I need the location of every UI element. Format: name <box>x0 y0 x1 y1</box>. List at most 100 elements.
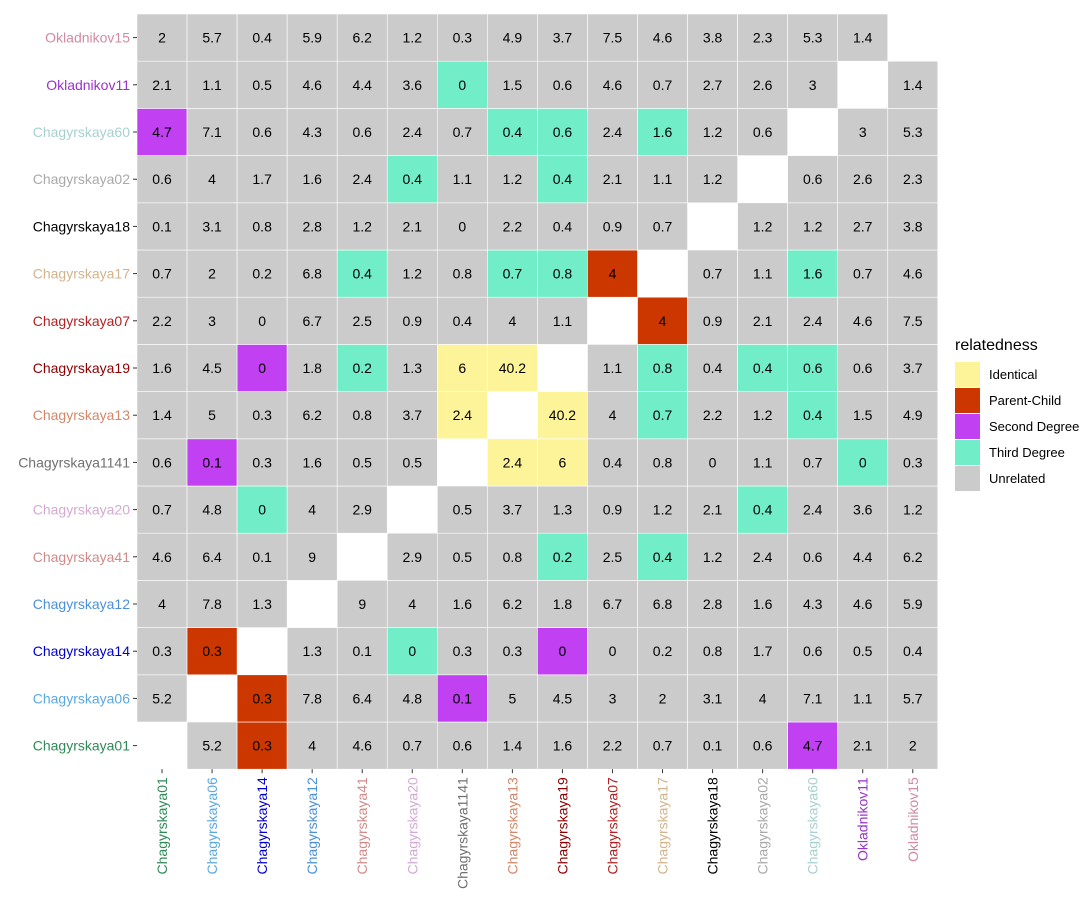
cell-value-label: 0 <box>458 77 466 93</box>
cell-value-label: 4 <box>609 266 617 282</box>
heatmap-cell <box>587 532 638 581</box>
cell-value-label: 2.1 <box>603 171 623 187</box>
heatmap-cell <box>537 202 588 251</box>
legend-item-label: Third Degree <box>989 445 1065 460</box>
cell-value-label: 0.4 <box>503 124 523 140</box>
heatmap-cell <box>887 627 939 676</box>
heatmap-cell <box>637 391 688 440</box>
cell-value-label: 0.6 <box>753 738 773 754</box>
cell-value-label: 0.2 <box>252 266 272 282</box>
cell-value-label: 0.9 <box>603 502 623 518</box>
cell-value-label: 4.4 <box>853 549 873 565</box>
heatmap-cell <box>186 721 238 770</box>
cell-value-label: 2.2 <box>603 738 623 754</box>
heatmap-cell <box>136 60 188 109</box>
heatmap-cell <box>687 108 738 156</box>
heatmap-cell <box>136 580 188 628</box>
cell-value-label: 0.3 <box>202 643 222 659</box>
cell-value-label: 1.4 <box>903 77 923 93</box>
heatmap-cell <box>587 580 638 628</box>
heatmap-cell <box>487 60 538 109</box>
heatmap-cell <box>436 296 488 345</box>
cell-value-label: 1.7 <box>753 643 773 659</box>
cell-value-label: 0 <box>709 454 717 470</box>
cell-value-label: 2.4 <box>803 502 823 518</box>
cell-value-label: 3.6 <box>853 502 873 518</box>
cell-value-label: 0.1 <box>202 454 222 470</box>
cell-value-label: 0.3 <box>453 30 473 46</box>
heatmap-cell <box>336 438 388 487</box>
cell-value-label: 0.3 <box>903 454 923 470</box>
x-tick-label: Chagyrskaya07 <box>604 777 620 874</box>
cell-value-label: 1.7 <box>252 171 272 187</box>
heatmap-cell <box>587 155 638 204</box>
cell-value-label: 0.1 <box>703 738 723 754</box>
cell-value-label: 0.6 <box>803 549 823 565</box>
cell-value-label: 0.2 <box>653 643 673 659</box>
cell-value-label: 0.6 <box>252 124 272 140</box>
cell-value-label: 1.1 <box>753 454 773 470</box>
cell-value-label: 3.7 <box>403 407 423 423</box>
heatmap-cell <box>837 485 889 534</box>
cell-value-label: 1.1 <box>453 171 473 187</box>
cell-value-label: 6.2 <box>352 30 372 46</box>
heatmap-cell <box>436 344 488 392</box>
cell-value-label: 0 <box>559 643 567 659</box>
cell-value-label: 0.3 <box>252 407 272 423</box>
heatmap-cell <box>787 532 839 581</box>
cell-value-label: 0.8 <box>453 266 473 282</box>
heatmap-cell <box>286 438 338 487</box>
cell-value-label: 3.8 <box>903 218 923 234</box>
heatmap-cell <box>487 344 538 392</box>
heatmap-cell <box>637 438 688 487</box>
heatmap-cell <box>837 438 889 487</box>
heatmap-cell <box>186 627 238 676</box>
heatmap-cell <box>487 202 538 251</box>
heatmap-cell <box>386 249 438 298</box>
cell-value-label: 1.6 <box>753 596 773 612</box>
cell-value-label: 0.7 <box>653 738 673 754</box>
cell-value-label: 0.7 <box>703 266 723 282</box>
cell-value-label: 0 <box>458 218 466 234</box>
x-tick-label: Chagyrskaya41 <box>354 777 370 874</box>
cell-value-label: 0.4 <box>553 171 573 187</box>
heatmap-cell <box>236 721 288 770</box>
x-tick-label: Chagyrskaya20 <box>404 777 420 874</box>
cell-value-label: 6.2 <box>302 407 322 423</box>
x-tick-label: Chagyrskaya17 <box>655 777 671 874</box>
cell-value-label: 5.7 <box>903 690 923 706</box>
cell-value-label: 0.4 <box>903 643 923 659</box>
heatmap-cell <box>637 674 688 723</box>
cell-value-label: 1.6 <box>453 596 473 612</box>
heatmap-cell <box>436 391 488 440</box>
cell-value-label: 0 <box>258 360 266 376</box>
heatmap-cell <box>336 627 388 676</box>
cell-value-label: 1.4 <box>503 738 523 754</box>
heatmap-cell <box>887 249 939 298</box>
cell-value-label: 2.2 <box>703 407 723 423</box>
cell-value-label: 1.2 <box>703 171 723 187</box>
cell-value-label: 1.3 <box>553 502 573 518</box>
y-tick-label: Chagyrskaya41 <box>33 549 130 565</box>
heatmap-cell <box>737 485 788 534</box>
cell-value-label: 0.4 <box>352 266 372 282</box>
cell-value-label: 1.1 <box>202 77 222 93</box>
cell-value-label: 0.9 <box>403 313 423 329</box>
heatmap-cell <box>236 344 288 392</box>
cell-value-label: 0.7 <box>653 77 673 93</box>
cell-value-label: 4.8 <box>202 502 222 518</box>
cell-value-label: 4 <box>609 407 617 423</box>
cell-value-label: 2.1 <box>703 502 723 518</box>
cell-value-label: 5 <box>508 690 516 706</box>
cell-value-label: 1.5 <box>503 77 523 93</box>
cell-value-label: 2.4 <box>803 313 823 329</box>
heatmap-cell <box>436 155 488 204</box>
y-tick-label: Chagyrskaya19 <box>33 360 130 376</box>
cell-value-label: 0.4 <box>252 30 272 46</box>
heatmap-cell <box>436 532 488 581</box>
cell-value-label: 0.6 <box>853 360 873 376</box>
cell-value-label: 0 <box>258 313 266 329</box>
heatmap-cell <box>136 249 188 298</box>
cell-value-label: 2 <box>909 738 917 754</box>
heatmap-cell <box>737 344 788 392</box>
